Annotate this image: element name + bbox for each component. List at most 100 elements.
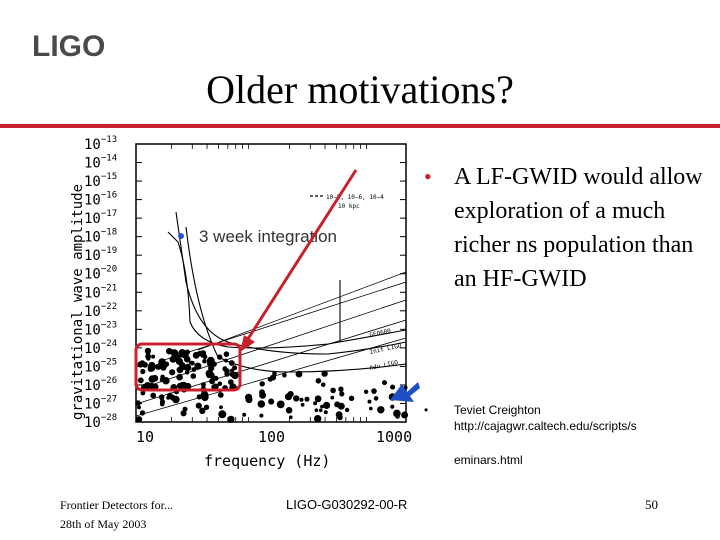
pulsar-dot [159,377,165,383]
y-tick-label: 10−19 [84,246,117,264]
pulsar-dot [207,359,215,368]
geo600-curve [167,231,407,349]
y-tick-exponent: −24 [101,339,117,349]
footer-left: Frontier Detectors for... 28th of May 20… [60,496,173,534]
pulsar-dot [203,404,210,410]
x-axis-label: frequency (Hz) [204,452,330,470]
pulsar-dot [217,392,224,398]
pulsar-dot [213,375,219,381]
bullet-list: • A LF-GWID would allow exploration of a… [424,160,714,296]
pulsar-dot [163,361,170,367]
pulsar-dot [285,407,293,414]
y-tick-exponent: −20 [101,265,117,275]
pulsar-dot [320,382,326,387]
y-tick-label: 10−18 [84,228,117,246]
pulsar-dot [201,393,209,402]
y-tick-exponent: −14 [101,154,117,164]
y-tick-exponent: −13 [101,135,117,145]
legend-text: 10−5, 10−6, 10−4 [326,194,384,201]
pulsar-dot [228,379,234,385]
pulsar-dot [169,369,176,376]
y-tick-label: 10−17 [84,209,117,227]
y-tick-exponent: −25 [101,357,117,367]
pulsar-dot [148,361,156,370]
pulsar-dot [202,354,208,360]
pulsar-dot [140,368,146,375]
pulsar-dot [299,397,304,402]
pulsar-dot [194,362,202,370]
reference-author: Teviet Creighton [454,403,541,417]
pulsar-dot [140,390,146,396]
x-tick-label: 100 [258,428,285,446]
pulsar-dot [169,349,174,354]
init-ligo-label: Init LIGO [369,342,403,356]
pulsar-dot [151,354,156,359]
y-tick-label: 10−14 [84,154,117,172]
pulsar-dot [223,351,230,357]
pulsar-dot [323,410,328,415]
pulsar-dot [139,410,146,416]
pulsar-dot [169,355,177,363]
pulsar-dot [320,404,324,409]
pulsar-dot [184,370,190,375]
noise-curves [167,211,407,373]
y-tick-exponent: −19 [101,246,117,256]
highlight-box [134,342,242,392]
bullet-dot-small: • [424,403,429,417]
pulsar-dot [142,361,148,368]
pulsar-dot [284,393,293,401]
pulsar-dot [224,358,228,363]
red-arrow-shaft [244,169,358,343]
pulsar-dot [259,391,267,399]
pulsar-dot [199,407,206,414]
pulsar-dot [242,412,247,417]
y-tick-label: 10−16 [84,191,117,209]
x-tick-label: 1000 [376,428,412,446]
ligo-logo: LIGO [32,30,105,63]
page-number: 50 [645,497,658,512]
pulsar-dot [314,408,319,413]
reference-url[interactable]: http://cajagwr.caltech.edu/scripts/s [454,419,637,433]
annotation-marker [178,233,184,239]
pulsar-dot [195,402,202,409]
pulsar-dot [178,349,187,357]
pulsar-dot [148,375,156,383]
pulsar-dot [272,371,277,376]
footer-document-id: LIGO-G030292-00-R [286,497,408,512]
pulsar-dot [314,415,322,423]
y-tick-exponent: −18 [101,228,117,238]
pulsar-dot [395,414,400,419]
red-arrow-head [240,335,255,352]
pulsar-dot [390,404,395,409]
pulsar-dot [137,405,141,410]
pulsar-dot [300,402,305,407]
pulsar-dot [176,366,184,374]
pulsar-dot [182,406,188,412]
pulsar-dot [330,395,335,400]
y-tick-label: 10−28 [84,413,117,431]
pulsar-dot [348,395,355,401]
y-tick-label: 10−23 [84,320,117,338]
annotation-text: 3 week integration [199,227,337,246]
pulsar-dots [135,347,409,423]
adv-ligo-curve [185,226,407,373]
pulsar-dot [196,394,202,400]
pulsar-dot [338,386,344,392]
pulsar-dot [377,406,385,414]
pulsar-dot [209,378,216,385]
pulsar-dot [282,373,287,378]
reference-url-continued[interactable]: eminars.html [454,453,523,467]
y-tick-labels: 10−1310−1410−1510−1610−1710−1810−1910−20… [84,135,117,431]
pulsar-dot [259,413,264,418]
svg-text:LIGO: LIGO [32,30,105,63]
pulsar-dot [229,371,235,378]
y-tick-exponent: −21 [101,283,117,293]
pulsar-dot [293,395,300,402]
init-ligo-curve [175,211,407,355]
y-tick-label: 10−21 [84,283,117,301]
pulsar-dot [245,396,253,404]
pulsar-dot [230,368,235,373]
pulsar-dot [205,369,214,378]
pulsar-dot [218,410,227,419]
main-bullet-text: A LF-GWID would allow exploration of a m… [454,164,703,292]
